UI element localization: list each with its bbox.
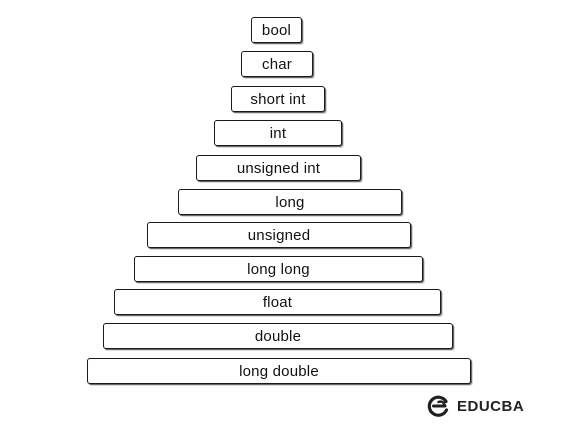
educba-logo: EDUCBA	[425, 392, 524, 420]
tier-int: int	[214, 120, 342, 146]
tier-char: char	[241, 51, 313, 77]
tier-double: double	[103, 323, 453, 349]
tier-long: long	[178, 189, 402, 215]
tier-bool: bool	[251, 17, 302, 43]
tier-long-double: long double	[87, 358, 471, 384]
tier-short-int: short int	[231, 86, 325, 112]
tier-float: float	[114, 289, 441, 315]
tier-unsigned-int: unsigned int	[196, 155, 361, 181]
educba-logo-icon	[427, 395, 449, 417]
brand-name: EDUCBA	[457, 397, 525, 415]
tier-unsigned: unsigned	[147, 222, 411, 248]
tier-long-long: long long	[134, 256, 423, 282]
